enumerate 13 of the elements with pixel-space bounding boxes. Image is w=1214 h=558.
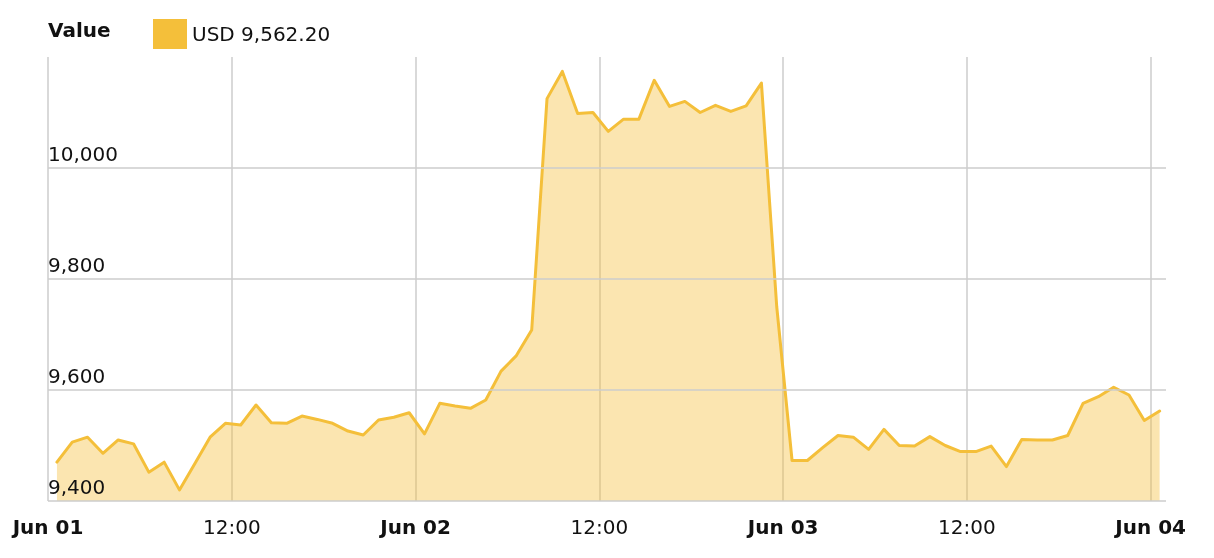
y-tick-label: 9,800 [48, 253, 106, 277]
x-tick-label: 12:00 [202, 515, 261, 539]
y-tick-label: 10,000 [48, 142, 118, 166]
y-tick-label: 9,400 [48, 475, 106, 499]
x-tick-label: Jun 02 [378, 515, 451, 539]
y-tick-label: 9,600 [48, 364, 106, 388]
x-tick-label: 12:00 [570, 515, 629, 539]
x-tick-label: Jun 03 [745, 515, 819, 539]
x-tick-label: Jun 01 [10, 515, 84, 539]
x-tick-label: Jun 04 [1113, 515, 1187, 539]
legend-label: USD 9,562.20 [192, 22, 331, 46]
x-tick-label: 12:00 [938, 515, 996, 539]
legend-title: Value [48, 18, 111, 42]
